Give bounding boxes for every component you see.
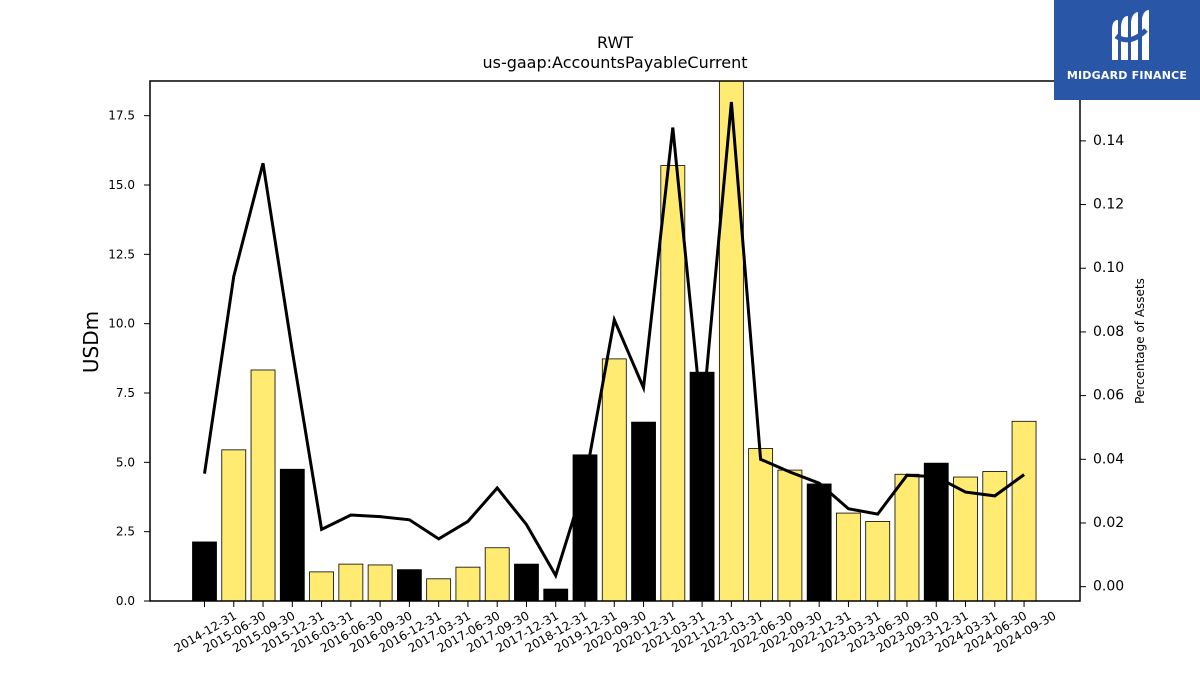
y-tick-label: 12.5 — [108, 247, 135, 261]
y-tick-label: 0.0 — [116, 594, 135, 608]
y-tick-label: 10.0 — [108, 317, 135, 331]
bar-2024-06-30 — [982, 471, 1008, 602]
bar-2022-03-31 — [718, 80, 744, 602]
chart-title: RWT — [597, 33, 633, 52]
bar-2020-09-30 — [601, 358, 627, 602]
y2-tick-label: 0.04 — [1093, 451, 1124, 467]
bar-2016-03-31 — [309, 571, 334, 602]
percentage-of-assets-line — [203, 101, 1025, 580]
y2-tick-label: 0.08 — [1093, 324, 1124, 340]
y-tick-label: 7.5 — [116, 386, 135, 400]
bar-2023-12-31 — [923, 462, 949, 602]
y-tick-label: 5.0 — [116, 455, 135, 469]
bar-2024-03-31 — [953, 476, 978, 602]
bar-2017-03-31 — [426, 578, 452, 602]
y2-tick-label: 0.00 — [1093, 579, 1124, 595]
bar-2022-09-30 — [777, 469, 803, 602]
bar-2021-03-31 — [660, 165, 686, 602]
plot-frame — [149, 80, 1081, 602]
midgard-logo-icon — [1112, 10, 1149, 60]
bar-2016-06-30 — [338, 563, 364, 602]
midgard-finance-logo: MIDGARD FINANCE — [1054, 0, 1200, 100]
y2-tick-label: 0.06 — [1093, 388, 1124, 404]
y-tick-label: 15.0 — [108, 178, 135, 192]
left-axis: 0.0 2.5 5.0 7.5 10.0 12.5 15.0 17.5 — [108, 109, 150, 608]
bar-2024-09-30 — [1011, 420, 1037, 602]
bar-2016-12-31 — [396, 569, 422, 602]
x-axis: 2014-12-312015-06-302015-09-302015-12-31… — [172, 601, 1059, 655]
bar-2015-06-30 — [221, 449, 247, 602]
bars-group — [192, 80, 1037, 602]
bar-2023-03-31 — [836, 512, 861, 602]
y2-tick-label: 0.02 — [1093, 515, 1124, 531]
bar-2020-12-31 — [631, 421, 656, 602]
right-axis: 0.00 0.02 0.04 0.06 0.08 0.10 0.12 0.14 — [1080, 133, 1124, 595]
bar-2023-09-30 — [894, 473, 920, 602]
y2-tick-label: 0.12 — [1093, 197, 1124, 213]
bar-2022-06-30 — [748, 448, 774, 602]
chart-subtitle: us-gaap:AccountsPayableCurrent — [482, 53, 747, 72]
y-tick-label: 17.5 — [108, 109, 135, 123]
bar-2015-12-31 — [279, 468, 305, 602]
bar-2018-12-31 — [543, 588, 569, 602]
y2-axis-label: Percentage of Assets — [1133, 278, 1147, 404]
y-tick-label: 2.5 — [116, 525, 135, 539]
bar-2017-06-30 — [455, 566, 481, 602]
logo-text: MIDGARD FINANCE — [1066, 69, 1188, 82]
y2-tick-label: 0.10 — [1093, 260, 1124, 276]
bar-2016-09-30 — [367, 564, 393, 602]
y-axis-label: USDm — [79, 311, 103, 373]
bar-2023-06-30 — [865, 521, 891, 602]
bar-2015-09-30 — [250, 369, 276, 602]
bar-2022-12-31 — [806, 483, 832, 602]
bar-2014-12-31 — [192, 541, 217, 602]
bar-2017-09-30 — [484, 547, 510, 602]
y2-tick-label: 0.14 — [1093, 133, 1124, 149]
bar-2017-12-31 — [514, 563, 539, 602]
